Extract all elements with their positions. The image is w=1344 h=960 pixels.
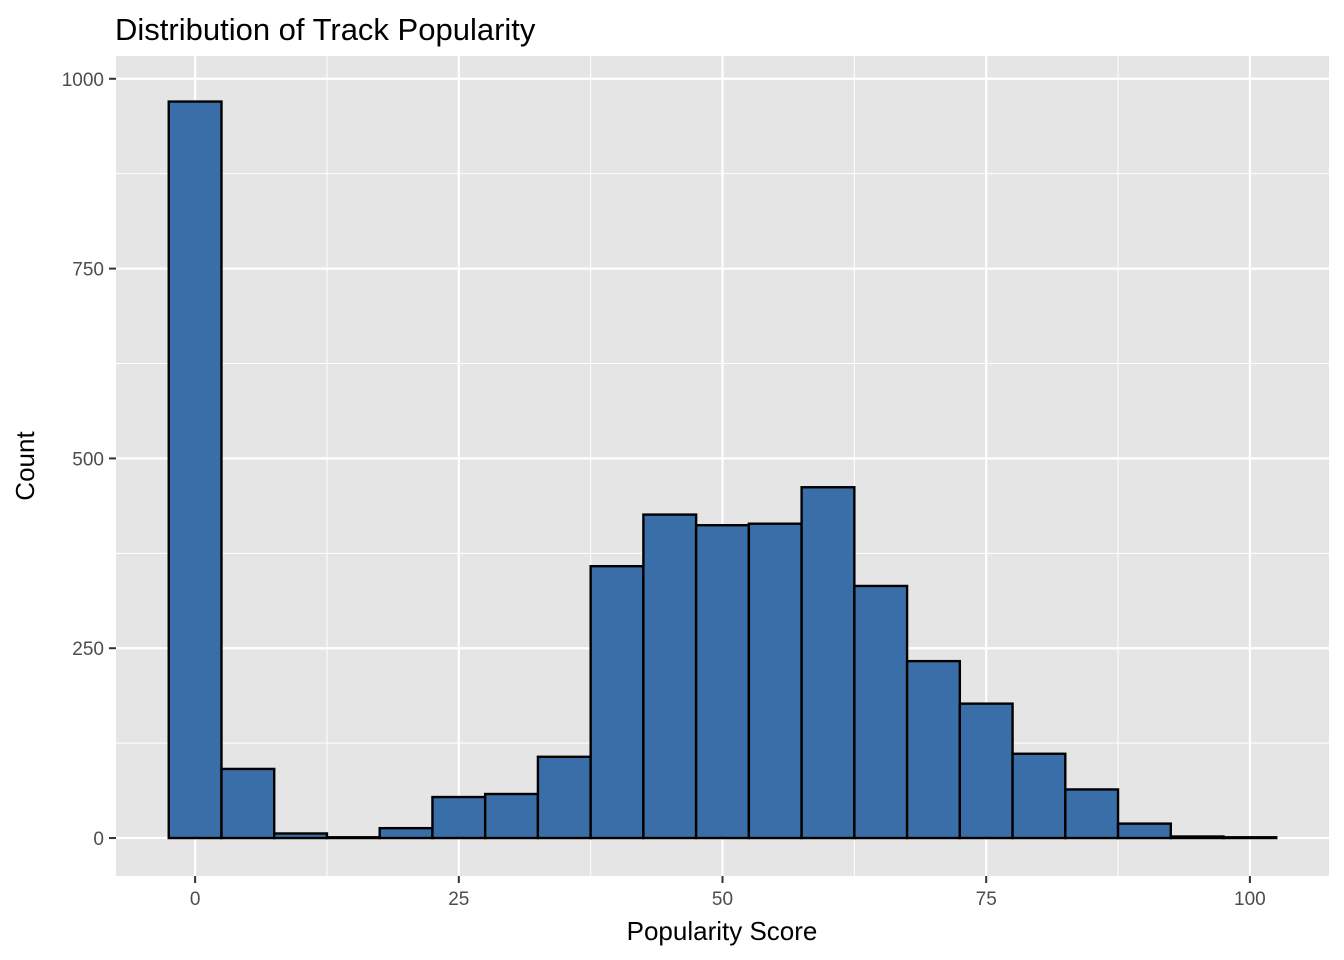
x-axis-label: Popularity Score [627, 916, 818, 946]
y-axis-label: Count [10, 431, 40, 501]
y-tick-label: 750 [72, 260, 104, 281]
histogram-bar [905, 659, 962, 840]
histogram-bar [378, 826, 434, 840]
y-tick-labels: 0 250 500 750 1000 [62, 70, 104, 850]
histogram-bar [483, 792, 540, 840]
x-tick-label: 100 [1234, 889, 1266, 910]
histogram-bar [1064, 788, 1120, 840]
x-tick-label: 50 [712, 889, 733, 910]
y-tick-label: 0 [93, 829, 104, 850]
histogram-bar [694, 524, 751, 840]
x-tick-labels: 0 25 50 75 100 [190, 889, 1266, 910]
x-tick-label: 25 [448, 889, 469, 910]
axis-ticks [109, 77, 1251, 883]
histogram-bars [167, 100, 1278, 840]
histogram-bar [1011, 752, 1067, 840]
histogram-bar [536, 755, 592, 840]
x-tick-label: 0 [190, 889, 201, 910]
chart-title: Distribution of Track Popularity [115, 12, 536, 47]
histogram-bar [747, 522, 803, 840]
histogram-bar [800, 486, 856, 840]
y-tick-label: 1000 [62, 70, 104, 91]
y-tick-label: 500 [72, 449, 104, 470]
histogram-bar [1116, 822, 1172, 840]
histogram-bar [958, 702, 1014, 840]
histogram-bar [589, 565, 645, 840]
histogram-bar [642, 513, 698, 840]
histogram-bar [853, 584, 909, 840]
y-tick-label: 250 [72, 639, 104, 660]
histogram-bar [220, 767, 276, 840]
histogram-bar [1169, 835, 1225, 840]
histogram-bar [431, 795, 487, 840]
histogram-bar [325, 836, 381, 840]
histogram-bar [273, 832, 329, 840]
histogram-bar [1222, 836, 1278, 840]
x-tick-label: 75 [976, 889, 997, 910]
histogram-bar [167, 100, 223, 840]
